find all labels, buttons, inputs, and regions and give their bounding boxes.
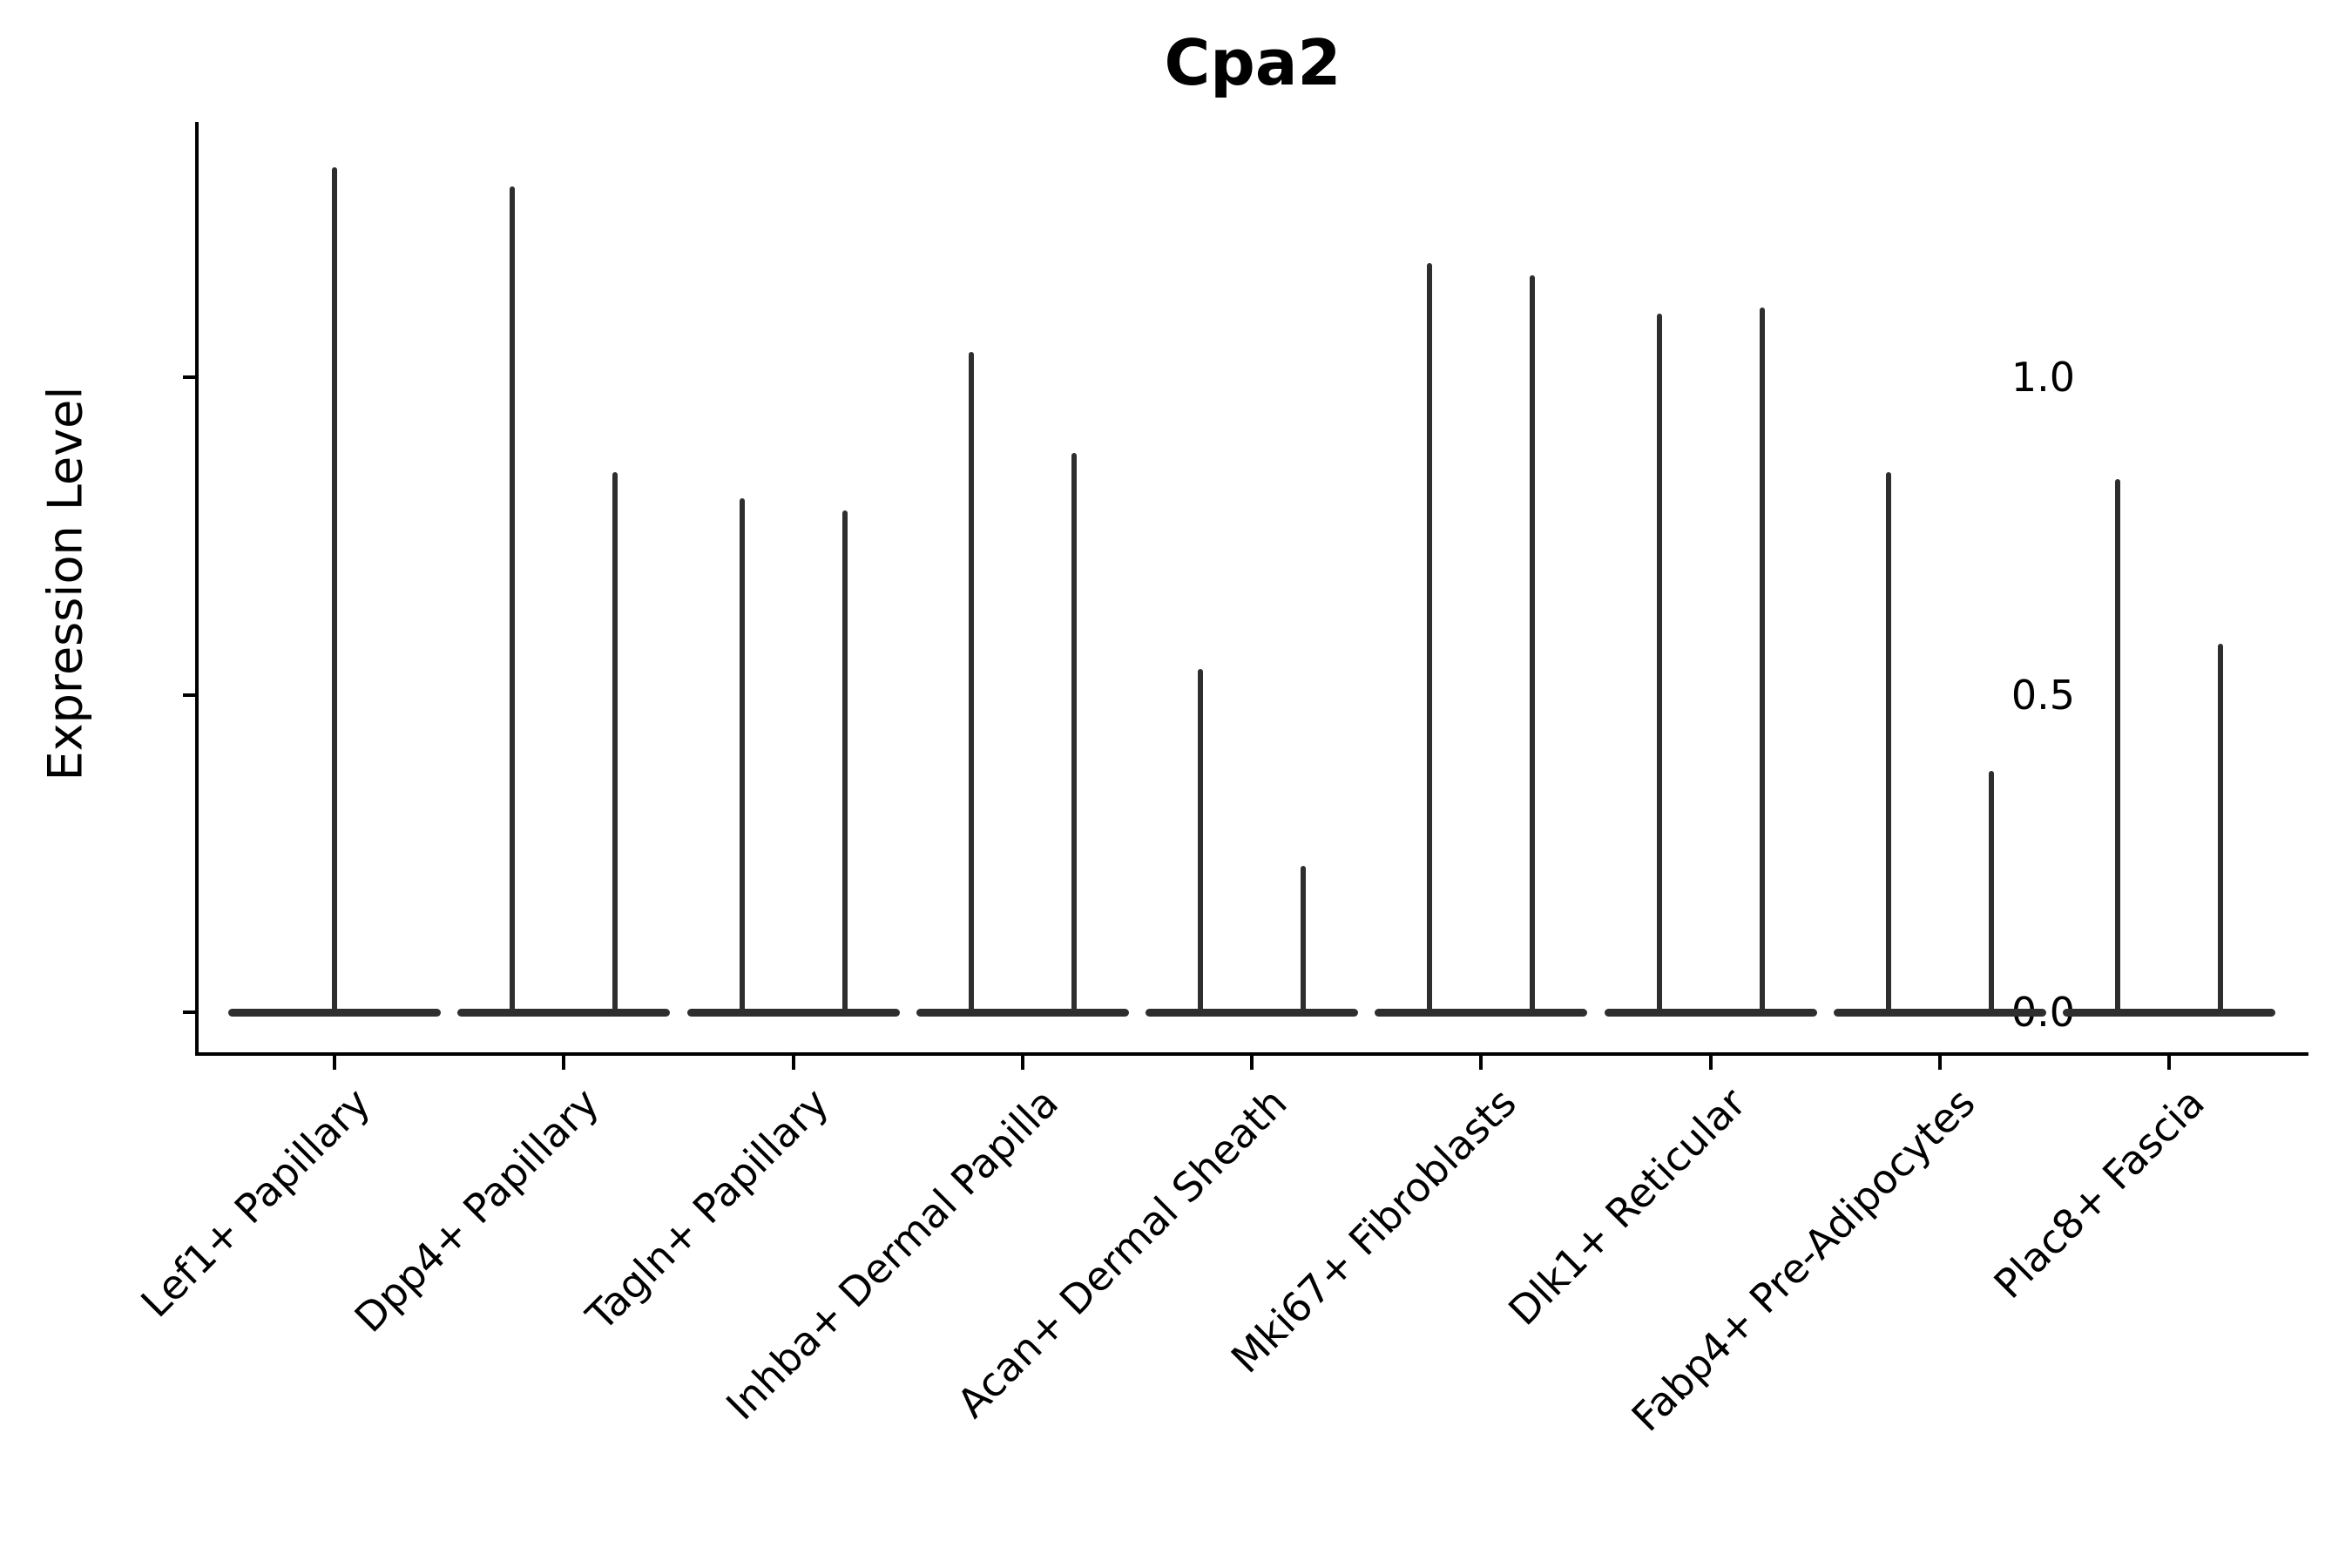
violin-base	[1375, 1008, 1588, 1017]
x-tick-label: Dpp4+ Papillary	[345, 1078, 609, 1342]
violin-spike	[1071, 453, 1077, 1014]
y-tick-mark	[183, 693, 197, 697]
violin-spike	[332, 167, 337, 1014]
y-tick-mark	[183, 1010, 197, 1014]
x-tick-mark	[333, 1056, 336, 1070]
violin-spike	[1759, 307, 1765, 1014]
violin-spike	[968, 351, 974, 1014]
x-tick-label: Tagln+ Papillary	[577, 1078, 838, 1340]
violin-base	[686, 1008, 900, 1017]
violin-spike	[1656, 314, 1662, 1014]
violin-spike	[612, 472, 618, 1014]
x-tick-mark	[791, 1056, 795, 1070]
violin-spike	[1301, 866, 1306, 1014]
x-tick-mark	[1708, 1056, 1713, 1070]
violin-spike	[841, 510, 848, 1014]
violin-spike	[1988, 770, 1994, 1014]
x-tick-mark	[562, 1056, 566, 1070]
violin-spike	[739, 497, 745, 1014]
violin-spike	[1885, 472, 1891, 1014]
y-axis-spine	[195, 122, 199, 1056]
violin-spike	[2218, 644, 2223, 1014]
x-tick-mark	[1937, 1056, 1942, 1070]
y-tick-mark	[183, 375, 197, 379]
x-axis-spine	[195, 1052, 2308, 1056]
x-tick-mark	[1020, 1056, 1024, 1070]
x-tick-mark	[1250, 1056, 1254, 1070]
violin-spike	[1198, 669, 1203, 1014]
x-tick-mark	[1479, 1056, 1484, 1070]
violin-base	[457, 1008, 671, 1017]
violin-spike	[2115, 478, 2120, 1014]
chart-title: Cpa2	[1164, 26, 1342, 99]
x-tick-label: Dlk1+ Reticular	[1499, 1078, 1755, 1335]
y-axis-label: Expression Level	[37, 386, 93, 781]
violin-base	[916, 1008, 1129, 1017]
y-tick-label: 1.0	[2011, 354, 2075, 401]
violin-base	[1833, 1008, 2046, 1017]
y-tick-label: 0.5	[2011, 671, 2075, 719]
violin-spike	[1530, 275, 1536, 1014]
violin-base	[2063, 1008, 2275, 1017]
violin-base	[1146, 1008, 1358, 1017]
violin-spike	[1427, 262, 1433, 1014]
x-tick-label: Plac8+ Fascia	[1984, 1078, 2213, 1308]
x-tick-label: Lef1+ Papillary	[131, 1078, 379, 1327]
x-tick-mark	[2167, 1056, 2171, 1070]
violin-base	[1604, 1008, 1817, 1017]
violin-spike	[510, 186, 516, 1014]
